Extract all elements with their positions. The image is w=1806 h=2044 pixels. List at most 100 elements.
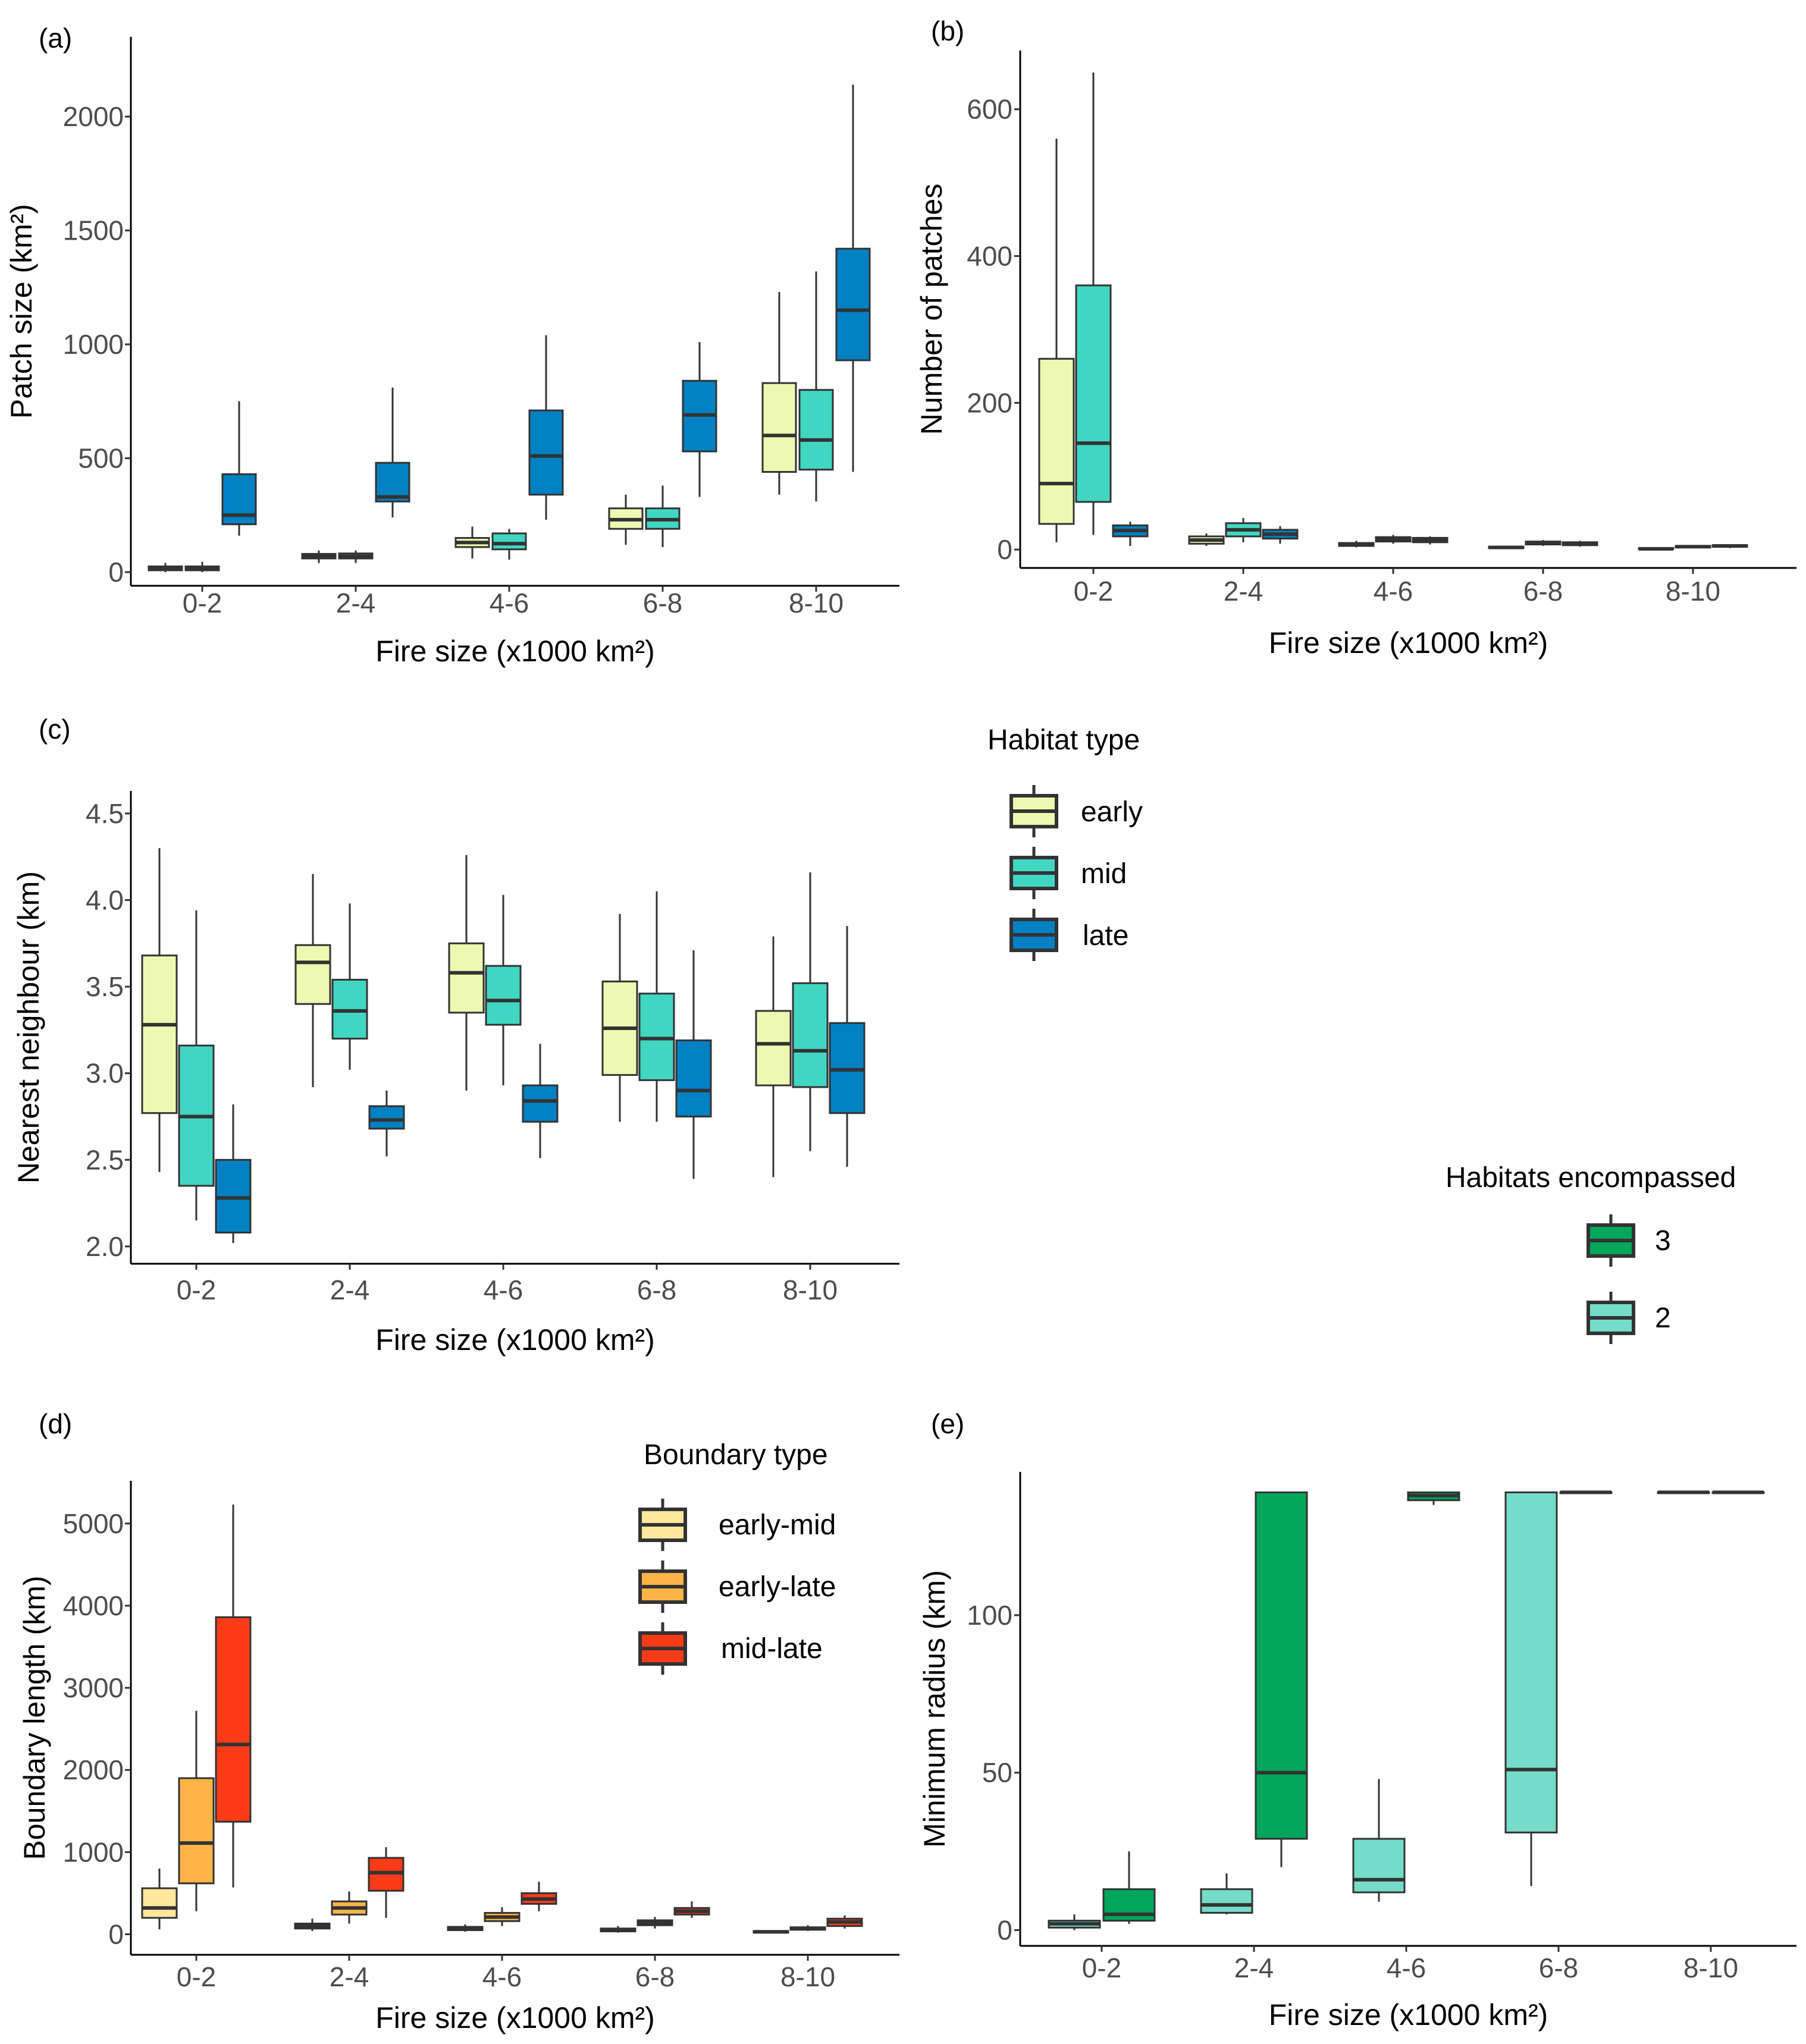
box-e-2-6-8 [1504,1491,1558,1886]
box-b-mid-8-10 [1675,545,1711,549]
x-axis-title: Fire size (x1000 km²) [375,1323,655,1357]
legend-habitat-type: Habitat type early mid late [987,724,1143,961]
box-c-mid-4-6 [485,894,522,1086]
box-d-early-late-2-4 [331,1891,368,1924]
box-body [1352,1838,1406,1894]
box-e-2-4-6 [1352,1779,1406,1902]
box-a-late-6-8 [682,342,717,497]
x-tick-label: 4-6 [1374,576,1413,607]
x-tick-label: 8-10 [1666,576,1720,607]
box-d-early-mid-8-10 [752,1930,789,1934]
x-tick-label: 4-6 [484,1274,523,1305]
box-body [368,1105,405,1130]
x-tick-label: 0-2 [183,588,222,618]
box-body [522,1084,559,1123]
box-d-mid-late-4-6 [521,1882,557,1911]
box-e-2-0-2 [1048,1914,1101,1930]
y-tick-label: 2.0 [86,1231,124,1262]
box-body [178,1777,215,1885]
box-body [141,955,178,1114]
legend-item-mid: mid [1009,847,1127,899]
legend-title: Habitat type [987,724,1140,756]
y-tick-label: 4.5 [86,798,124,829]
box-b-mid-0-2 [1075,73,1112,535]
x-tick-label: 2-4 [330,1961,369,1992]
box-body [755,1010,792,1087]
box-a-early-0-2 [148,563,183,573]
x-tick-label: 4-6 [482,1961,522,1992]
box-b-mid-4-6 [1375,535,1412,544]
legend-item-early: early [1009,785,1143,837]
panel-label: (e) [931,1408,964,1439]
box-body [294,944,331,1005]
box-d-early-late-6-8 [637,1917,673,1929]
panel-label: (b) [931,15,964,46]
box-a-early-8-10 [761,291,797,495]
x-tick-label: 0-2 [1074,576,1113,607]
box-a-early-6-8 [608,494,644,545]
box-body [448,942,485,1014]
box-b-early-0-2 [1038,139,1075,542]
box-d-early-late-8-10 [789,1925,826,1931]
panel-c: (c) 2.0 2.5 3.0 3.5 4.0 4.5 0-2 2-4 4-6 6-8 8-10 Fir… [12,714,899,1357]
box-d-mid-late-0-2 [215,1505,252,1888]
box-c-late-4-6 [522,1044,559,1158]
legend-item-3: 3 [1586,1214,1671,1267]
box-d-early-late-4-6 [484,1907,521,1926]
y-tick-label: 1000 [63,329,124,360]
y-tick-label: 3.5 [86,971,124,1002]
legend-habitats-encompassed: Habitats encompassed 3 2 [1446,1162,1736,1344]
y-axis-title: Minimum radius (km) [918,1570,951,1848]
box-a-mid-8-10 [798,271,834,502]
x-tick-label: 6-8 [1539,1952,1578,1983]
x-tick-label: 2-4 [330,1274,369,1305]
legend-boundary-type: Boundary type early-mid early-late mid-l… [638,1439,836,1675]
box-d-mid-late-8-10 [826,1915,863,1929]
panel-d: (d) 0 1000 2000 3000 4000 5000 0-2 2-4 4-6 6-8 8-10… [18,1408,899,2034]
box-body [792,982,829,1088]
box-c-early-2-4 [294,874,331,1087]
box-b-mid-6-8 [1525,540,1562,546]
y-tick-label: 3.0 [86,1058,124,1089]
box-body [375,461,410,503]
box-body [485,965,522,1026]
x-axis-title: Fire size (x1000 km²) [375,2001,655,2034]
box-d-early-mid-6-8 [600,1926,637,1933]
legend-title: Boundary type [644,1439,828,1471]
box-b-late-8-10 [1711,544,1748,548]
y-tick-label: 0 [108,557,124,588]
box-c-early-8-10 [755,936,792,1178]
y-tick-label: 50 [982,1757,1012,1788]
x-tick-label: 2-4 [336,588,375,618]
y-tick-label: 1500 [63,215,124,246]
legend-label-late: late [1083,920,1128,952]
box-body [675,1039,712,1117]
box-c-late-2-4 [368,1090,405,1157]
box-body [1038,357,1075,525]
y-tick-label: 3000 [63,1672,124,1703]
x-axis-title: Fire size (x1000 km²) [375,635,655,668]
box-e-3-6-8 [1559,1490,1613,1494]
box-body [215,1616,252,1823]
box-b-late-6-8 [1562,541,1598,547]
x-tick-label: 6-8 [635,1961,675,1992]
box-c-mid-6-8 [638,891,675,1122]
y-tick-label: 0 [997,534,1012,565]
box-b-early-2-4 [1188,533,1225,546]
y-tick-label: 600 [967,94,1012,125]
y-tick-label: 100 [967,1600,1012,1631]
box-b-early-8-10 [1638,547,1675,551]
box-a-mid-6-8 [645,485,681,547]
legend-label-early-late: early-late [719,1571,836,1603]
legend-item-mid-late: mid-late [638,1622,823,1675]
box-body [835,247,871,362]
legend-label-2: 2 [1655,1302,1671,1334]
box-e-3-4-6 [1407,1491,1460,1505]
y-axis-title: Number of patches [915,184,948,435]
box-c-early-6-8 [601,913,638,1122]
x-tick-label: 0-2 [177,1274,216,1305]
legend-item-early-late: early-late [638,1561,836,1613]
box-a-mid-0-2 [184,561,220,573]
x-tick-label: 6-8 [643,588,682,618]
